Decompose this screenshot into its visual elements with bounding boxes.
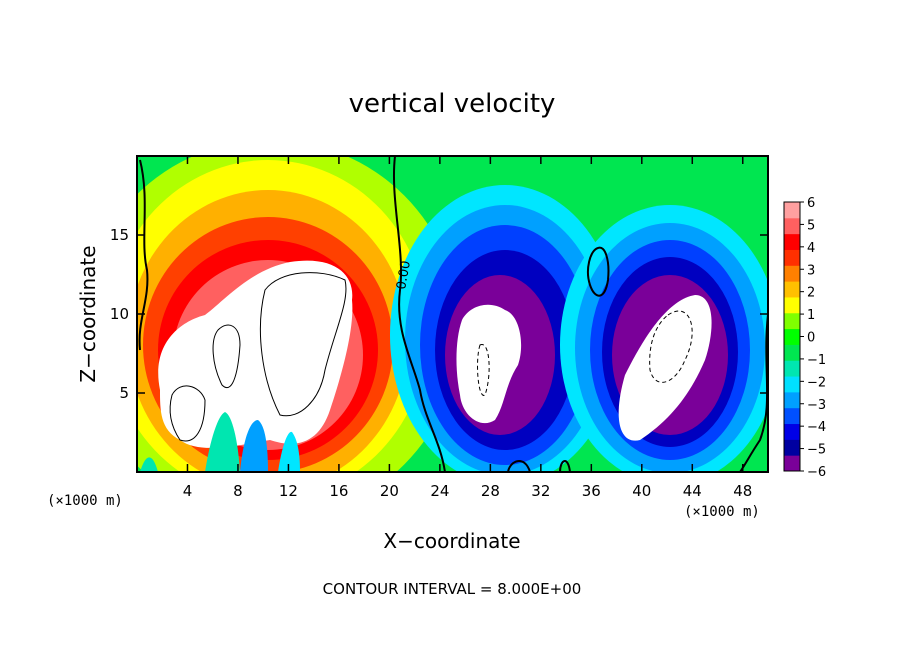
y-tick-label: 10 bbox=[110, 305, 129, 323]
plot-area: 0.00 bbox=[137, 156, 768, 472]
x-tick-label: 12 bbox=[279, 482, 298, 500]
x-tick-label: 40 bbox=[632, 482, 651, 500]
colorbar-swatch bbox=[784, 423, 800, 440]
colorbar-label: 5 bbox=[807, 218, 815, 233]
colorbar-label: −2 bbox=[807, 375, 826, 390]
x-tick-label: 36 bbox=[582, 482, 601, 500]
colorbar-swatch bbox=[784, 281, 800, 298]
colorbar-swatch bbox=[784, 296, 800, 314]
colorbar-swatch bbox=[784, 233, 800, 250]
zero-contours bbox=[138, 156, 768, 472]
colorbar-label: −4 bbox=[807, 420, 826, 435]
x-tick-label: 24 bbox=[430, 482, 449, 500]
x-unit-left: (×1000 m) bbox=[47, 493, 123, 509]
colorbar-label: −3 bbox=[807, 398, 826, 413]
colorbar-swatch bbox=[784, 360, 800, 377]
y-tick-label: 15 bbox=[110, 226, 129, 244]
x-tick-label: 32 bbox=[531, 482, 550, 500]
colorbar-label: −1 bbox=[807, 353, 826, 368]
colorbar-swatch bbox=[784, 265, 800, 282]
y-tick-label: 5 bbox=[119, 384, 129, 402]
x-tick-label: 8 bbox=[233, 482, 243, 500]
colorbar-swatch bbox=[784, 455, 800, 472]
colorbar-label: 0 bbox=[807, 331, 815, 346]
x-tick-label: 4 bbox=[183, 482, 193, 500]
colorbar-label: 6 bbox=[807, 196, 815, 211]
x-tick-label: 44 bbox=[683, 482, 702, 500]
downdraft-lobe-right bbox=[560, 205, 768, 472]
low-level-waves bbox=[140, 412, 300, 472]
colorbar-swatch bbox=[784, 202, 800, 219]
colorbar-label: −6 bbox=[807, 465, 826, 480]
chart-title: vertical velocity bbox=[349, 89, 556, 119]
inner-contours bbox=[169, 272, 693, 442]
colorbar-swatch bbox=[784, 391, 800, 409]
colorbar-swatch bbox=[784, 328, 800, 345]
colorbar-swatch bbox=[784, 217, 800, 235]
updraft-plume bbox=[137, 156, 460, 472]
colorbar-swatch bbox=[784, 312, 800, 330]
colorbar: 6 5 4 3 2 1 0 −1 −2 −3 −4 −5 −6 bbox=[783, 196, 826, 480]
y-axis-title: Z−coordinate bbox=[76, 245, 100, 382]
colorbar-label: 2 bbox=[807, 286, 815, 301]
colorbar-swatch bbox=[784, 249, 800, 266]
x-axis: 4 8 12 16 20 24 28 32 36 40 44 48 bbox=[183, 156, 752, 500]
contour-label: 0.00 bbox=[394, 260, 414, 291]
colorbar-swatch bbox=[784, 439, 800, 456]
colorbar-label: −5 bbox=[807, 443, 826, 458]
x-unit-right: (×1000 m) bbox=[684, 504, 760, 520]
y-axis: 5 10 15 bbox=[110, 226, 768, 402]
colorbar-swatch bbox=[784, 407, 800, 425]
colorbar-label: 3 bbox=[807, 263, 815, 278]
x-tick-label: 20 bbox=[380, 482, 399, 500]
colorbar-swatch bbox=[784, 344, 800, 361]
colorbar-label: 4 bbox=[807, 241, 815, 256]
x-tick-label: 16 bbox=[329, 482, 348, 500]
x-axis-title: X−coordinate bbox=[383, 529, 520, 553]
colorbar-swatch bbox=[784, 376, 800, 393]
colorbar-label: 1 bbox=[807, 308, 815, 323]
footer-contour-interval: CONTOUR INTERVAL = 8.000E+00 bbox=[323, 580, 582, 598]
x-tick-label: 48 bbox=[733, 482, 752, 500]
x-tick-label: 28 bbox=[481, 482, 500, 500]
